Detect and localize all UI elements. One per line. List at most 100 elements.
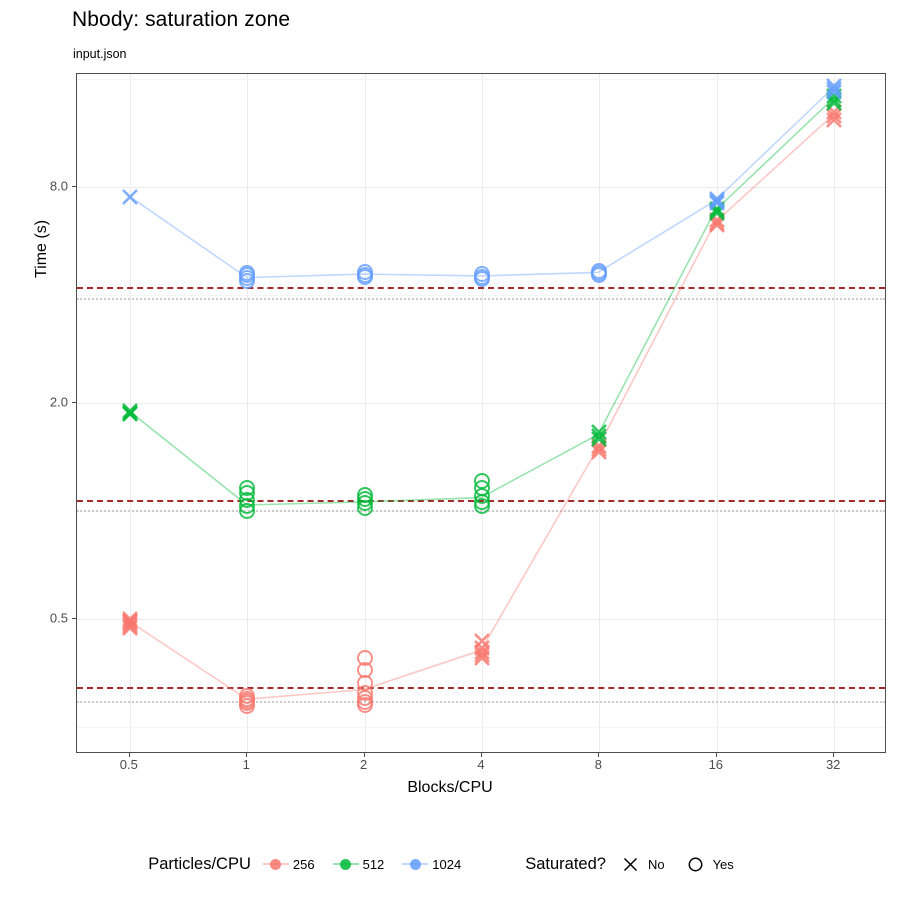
y-tick-mark — [72, 185, 76, 187]
cross-icon — [618, 854, 644, 874]
circle-icon — [683, 854, 709, 874]
x-tick-mark — [833, 753, 835, 757]
x-axis-title: Blocks/CPU — [407, 779, 493, 796]
y-tick-label: 2.0 — [49, 394, 68, 410]
series-line-1024 — [129, 88, 833, 279]
circle-icon — [239, 485, 256, 502]
chart-title: Nbody: saturation zone — [72, 8, 291, 31]
cross-icon — [473, 639, 491, 657]
reference-line-dashed — [77, 286, 885, 289]
circle-icon — [356, 685, 373, 702]
cross-icon — [590, 430, 608, 448]
cross-icon — [708, 192, 726, 210]
gridline-vertical — [247, 74, 249, 752]
legend-dot-icon — [340, 858, 352, 870]
x-tick-label: 1 — [242, 757, 250, 772]
legend-key-256[interactable]: 256 — [262, 854, 329, 874]
cross-icon — [708, 190, 726, 208]
gridline-horizontal — [77, 618, 885, 620]
cross-icon — [590, 423, 608, 441]
legend-color-swatch — [402, 854, 429, 874]
y-tick-label: 0.5 — [49, 610, 68, 626]
gridline-vertical — [834, 74, 836, 752]
gridline-vertical — [599, 74, 601, 752]
legend-shape-group: Saturated? No Yes — [525, 854, 752, 874]
reference-line-dashed — [77, 499, 885, 502]
series-line-256 — [129, 115, 833, 700]
x-tick-label: 2 — [359, 757, 368, 772]
cross-icon — [590, 443, 608, 461]
x-tick-mark — [598, 753, 600, 757]
circle-icon — [474, 479, 491, 496]
plot-panel — [76, 73, 886, 753]
cross-icon — [121, 188, 139, 206]
cross-icon — [825, 83, 843, 101]
chart-subtitle: input.json — [73, 47, 127, 61]
legend-shape-keys: No Yes — [618, 854, 752, 874]
cross-icon — [121, 617, 139, 635]
circle-icon — [356, 264, 373, 281]
gridline-vertical — [364, 74, 366, 752]
circle-icon — [239, 492, 256, 509]
x-tick-label: 0.5 — [119, 757, 138, 772]
series-line-512 — [129, 98, 833, 506]
cross-icon — [121, 610, 139, 628]
circle-icon — [591, 262, 608, 279]
gridline-horizontal — [77, 402, 885, 404]
y-tick-label: 8.0 — [49, 178, 68, 194]
gridline-horizontal-minor — [77, 294, 885, 296]
cross-icon — [473, 632, 491, 650]
circle-icon — [239, 688, 256, 705]
cross-icon — [590, 427, 608, 445]
cross-icon — [121, 402, 139, 420]
legend-color-swatch — [332, 854, 359, 874]
legend-color-keys: 256 512 1024 — [262, 854, 479, 874]
legend-label: Yes — [712, 856, 734, 872]
circle-icon — [356, 649, 373, 666]
circle-icon — [474, 265, 491, 282]
cross-icon — [825, 80, 843, 98]
legend-dot-icon — [409, 858, 421, 870]
cross-icon — [825, 77, 843, 95]
reference-line-dotted — [77, 700, 885, 703]
circle-icon — [356, 662, 373, 679]
circle-icon — [239, 479, 256, 496]
circle-icon — [239, 502, 256, 519]
legend-color-swatch — [262, 854, 289, 874]
x-tick-label: 8 — [594, 757, 603, 772]
gridline-vertical — [716, 74, 718, 752]
x-tick-mark — [715, 753, 717, 757]
legend-color-title: Particles/CPU — [148, 854, 251, 873]
legend-key-1024[interactable]: 1024 — [402, 854, 475, 874]
x-tick-label: 16 — [708, 757, 724, 772]
legend-label: 256 — [292, 856, 315, 872]
gridline-vertical — [482, 74, 483, 752]
x-tick-label: 4 — [477, 757, 485, 772]
cross-icon — [473, 646, 491, 664]
x-tick-label: 32 — [825, 757, 841, 772]
circle-icon — [474, 473, 491, 490]
cross-icon — [825, 111, 843, 129]
circle-icon — [356, 674, 373, 691]
legend-label: 512 — [362, 856, 385, 872]
x-tick-mark — [481, 753, 482, 757]
legend-label: No — [647, 856, 665, 872]
y-axis-title: Time (s) — [33, 219, 50, 279]
legend-label: 1024 — [432, 856, 462, 872]
gridline-horizontal — [77, 186, 885, 188]
legend-key-yes[interactable]: Yes — [683, 854, 748, 874]
circle-icon — [356, 490, 373, 507]
circle-icon — [239, 265, 256, 282]
legend-key-no[interactable]: No — [618, 854, 679, 874]
cross-icon — [708, 194, 726, 212]
cross-icon — [825, 107, 843, 125]
legend-key-512[interactable]: 512 — [332, 854, 399, 874]
cross-icon — [708, 216, 726, 234]
reference-line-dotted — [77, 297, 885, 300]
reference-line-dotted — [77, 510, 885, 512]
gridline-horizontal-minor — [77, 78, 885, 80]
x-tick-mark — [363, 753, 365, 757]
circle-icon — [356, 495, 373, 512]
chart-legend: Particles/CPU 256 512 1024 Saturated? No Ye… — [0, 838, 900, 890]
